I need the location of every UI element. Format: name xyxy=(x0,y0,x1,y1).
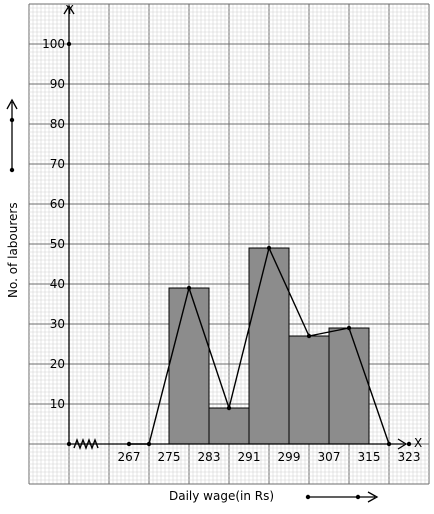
x-tick-label: 307 xyxy=(318,450,341,464)
xlabel-arrow-dot xyxy=(305,494,311,500)
x-tick-label: 283 xyxy=(198,450,221,464)
frequency-polygon-point xyxy=(266,245,272,251)
x-tick-dot xyxy=(406,441,412,447)
xlabel-arrow-dot xyxy=(355,494,361,500)
x-axis-label: Daily wage(in Rs) xyxy=(169,489,274,503)
y-tick-label: 30 xyxy=(50,317,65,331)
xlabel-arrowhead xyxy=(367,491,379,503)
axes xyxy=(63,4,408,450)
y-tick-label: 10 xyxy=(50,397,65,411)
y-axis-symbol: Y xyxy=(65,3,74,17)
histogram-bar-299-307 xyxy=(288,335,330,445)
y-tick-label: 60 xyxy=(50,197,65,211)
y-tick-label: 20 xyxy=(50,357,65,371)
origin-dot xyxy=(66,441,72,447)
histogram-bar-283-291 xyxy=(208,407,250,445)
x-axis-arrowhead xyxy=(397,438,408,450)
frequency-polygon-point xyxy=(146,441,152,447)
x-tick-label: 299 xyxy=(278,450,301,464)
y-tick-label: 50 xyxy=(50,237,65,251)
frequency-polygon-line xyxy=(129,245,390,445)
frequency-polygon-point xyxy=(386,441,392,447)
x-tick-label: 275 xyxy=(158,450,181,464)
x-axis-symbol: X xyxy=(414,436,422,450)
frequency-polygon-point xyxy=(346,325,352,331)
frequency-polygon-point xyxy=(186,285,192,291)
y-tick-label: 80 xyxy=(50,117,65,131)
y-tick-label: 40 xyxy=(50,277,65,291)
ylabel-arrow-dot xyxy=(9,117,15,123)
x-tick-label: 323 xyxy=(398,450,421,464)
graph-paper-grid xyxy=(28,3,430,485)
y-tick-label: 90 xyxy=(50,77,65,91)
histogram-bar-307-315 xyxy=(328,327,370,445)
frequency-polygon-point xyxy=(306,333,312,339)
y-axis-label: No. of labourers xyxy=(6,202,20,298)
x-axis-break-zigzag xyxy=(73,438,99,450)
tick-labels: 267 275 283 291 299 307 315 323 10 20 30 40 50 60 70 80… xyxy=(42,37,420,464)
x-tick-label: 291 xyxy=(238,450,261,464)
histogram-bars xyxy=(168,247,370,445)
frequency-polygon-point xyxy=(126,441,132,447)
histogram-bar-275-283 xyxy=(168,287,210,445)
ylabel-arrow-dot xyxy=(9,167,15,173)
y-tick-label: 100 xyxy=(42,37,65,51)
y-tick-label: 70 xyxy=(50,157,65,171)
x-tick-label: 267 xyxy=(118,450,141,464)
y-axis-arrowhead xyxy=(63,4,75,15)
direction-arrows xyxy=(6,98,379,503)
x-tick-label: 315 xyxy=(358,450,381,464)
ylabel-arrowhead xyxy=(6,98,18,110)
y-axis-top-dot xyxy=(66,41,72,47)
frequency-polygon xyxy=(126,245,392,447)
frequency-polygon-point xyxy=(226,405,232,411)
